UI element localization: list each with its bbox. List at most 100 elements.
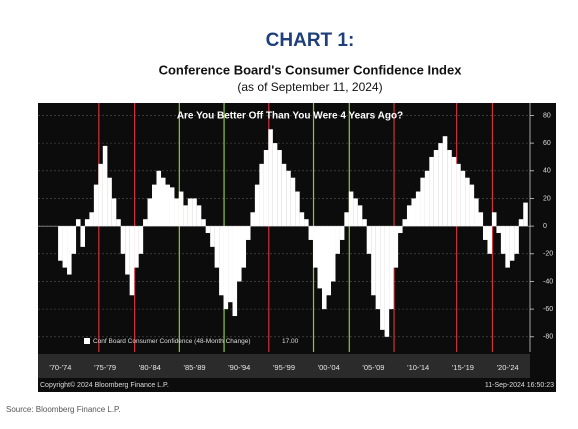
bar xyxy=(143,219,148,227)
bar xyxy=(245,226,251,240)
bar xyxy=(411,198,416,227)
bar xyxy=(339,226,345,240)
bar xyxy=(125,226,130,275)
x-tick-label: '75-'79 xyxy=(94,363,116,372)
bar xyxy=(438,143,443,227)
bar xyxy=(389,226,394,310)
bar xyxy=(402,219,408,227)
chart-subtitle: Conference Board's Consumer Confidence I… xyxy=(159,62,463,77)
bar xyxy=(460,170,466,227)
bar xyxy=(241,226,247,268)
y-tick-label: -20 xyxy=(543,251,553,258)
bar xyxy=(393,226,399,268)
bar xyxy=(317,226,323,289)
bar xyxy=(465,177,470,227)
bar xyxy=(254,184,260,227)
bar xyxy=(442,136,448,227)
bar xyxy=(304,219,309,227)
bar xyxy=(250,212,255,227)
bar xyxy=(313,226,318,268)
bar xyxy=(192,198,197,227)
y-tick-label: 40 xyxy=(543,168,551,175)
annotation: Are You Better Off Than You Were 4 Years… xyxy=(177,111,403,122)
chart-panel xyxy=(38,103,556,392)
legend-value: 17.00 xyxy=(282,338,299,345)
bar xyxy=(214,226,220,268)
bar xyxy=(89,212,94,227)
legend-swatch xyxy=(84,338,90,344)
y-tick-label: 0 xyxy=(543,223,547,230)
bar xyxy=(420,177,425,227)
bar xyxy=(152,184,157,227)
bar xyxy=(58,226,63,261)
bar xyxy=(210,226,215,247)
bar xyxy=(523,202,528,227)
bar xyxy=(259,163,264,227)
bar xyxy=(174,198,179,227)
bar xyxy=(500,226,506,254)
bar xyxy=(496,226,501,234)
bar xyxy=(67,226,72,275)
bar xyxy=(268,129,273,227)
x-tick-label: '20-'24 xyxy=(497,363,519,372)
bar xyxy=(228,226,233,303)
bar xyxy=(380,226,385,330)
bar xyxy=(335,226,340,254)
bar xyxy=(84,219,90,227)
bar xyxy=(98,163,103,227)
y-tick-label: 20 xyxy=(543,195,551,202)
bar xyxy=(223,226,229,310)
bar xyxy=(491,212,497,227)
x-tick-label: '05-'09 xyxy=(362,363,384,372)
bar xyxy=(469,184,475,227)
bar xyxy=(415,191,421,227)
bar xyxy=(178,191,184,227)
bar xyxy=(156,170,162,227)
bar xyxy=(424,170,430,227)
bar xyxy=(183,205,188,227)
bar xyxy=(147,198,153,227)
bar xyxy=(348,191,354,227)
bar xyxy=(120,226,126,254)
bar xyxy=(272,143,278,227)
bar xyxy=(219,226,224,296)
bar xyxy=(344,212,349,227)
bar xyxy=(107,177,112,227)
timestamp: 11-Sep-2024 16:50:23 xyxy=(485,382,554,389)
bar xyxy=(482,226,488,240)
chart-title: CHART 1: xyxy=(266,30,355,51)
legend-label: Conf Board Consumer Confidence (48-Month… xyxy=(93,338,251,345)
bar xyxy=(80,226,86,247)
x-tick-label: '90-'94 xyxy=(228,363,250,372)
bar xyxy=(371,226,376,296)
x-tick-label: '00-'04 xyxy=(318,363,340,372)
bar xyxy=(286,170,291,227)
x-tick-label: '80-'84 xyxy=(139,363,161,372)
bar xyxy=(205,226,211,234)
bar xyxy=(75,219,81,227)
bar xyxy=(71,226,77,254)
bar xyxy=(187,198,193,227)
bar xyxy=(451,156,457,227)
bar xyxy=(330,226,336,282)
bar xyxy=(232,226,238,317)
x-tick-label: '85-'89 xyxy=(184,363,206,372)
bar xyxy=(518,219,524,227)
bar xyxy=(406,205,412,227)
bar xyxy=(165,184,170,227)
bar xyxy=(514,226,519,254)
bar xyxy=(487,226,493,254)
bar xyxy=(308,226,314,240)
bar xyxy=(129,226,135,296)
y-tick-label: 60 xyxy=(543,140,551,147)
x-tick-label: '10-'14 xyxy=(407,363,429,372)
bar xyxy=(366,226,372,254)
bar xyxy=(357,205,363,227)
bar xyxy=(111,198,117,227)
bar xyxy=(281,163,287,227)
bar xyxy=(384,226,390,337)
bar xyxy=(102,145,108,227)
bar xyxy=(326,226,332,296)
bar xyxy=(295,191,300,227)
